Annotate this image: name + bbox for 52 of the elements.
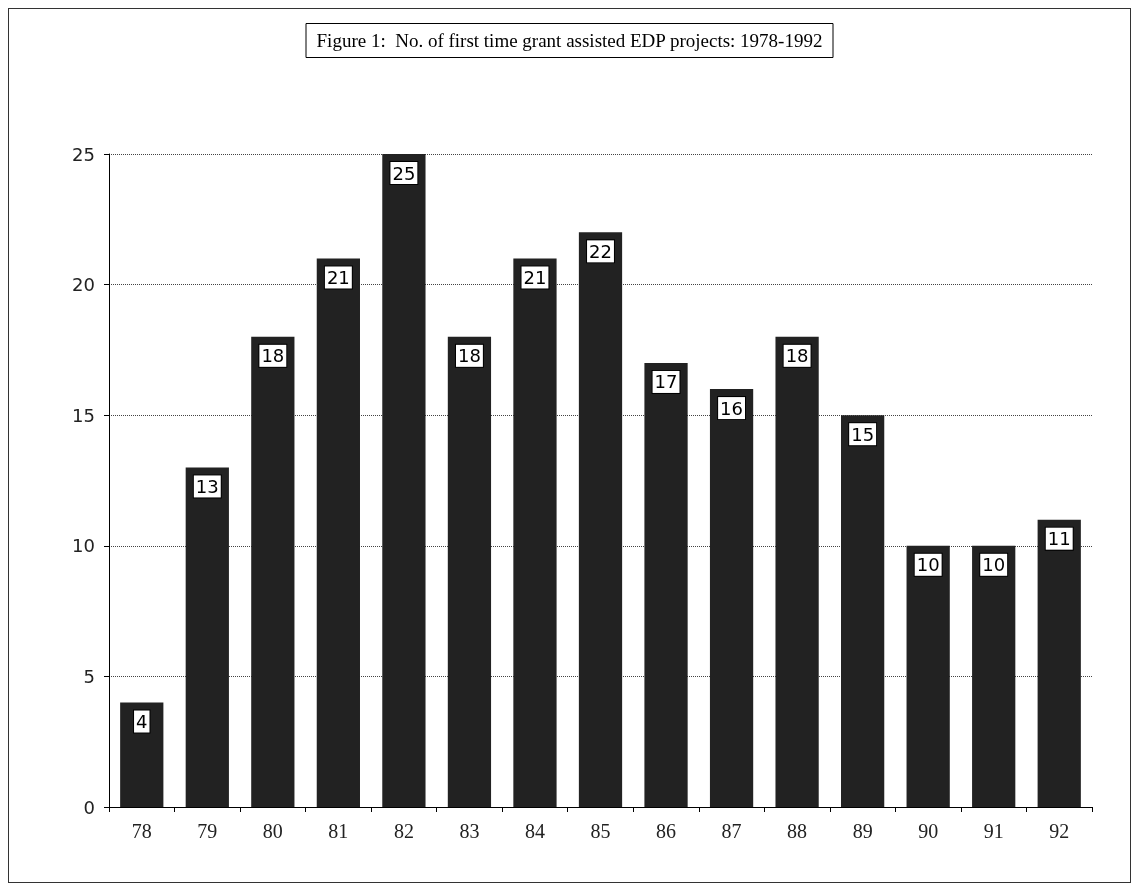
data-label: 21 bbox=[326, 266, 350, 288]
data-label: 17 bbox=[654, 371, 678, 393]
bar bbox=[906, 545, 950, 807]
y-tick-label: 15 bbox=[72, 404, 95, 426]
data-label: 21 bbox=[523, 266, 547, 288]
data-label: 18 bbox=[457, 345, 481, 367]
x-tick-label: 86 bbox=[656, 820, 677, 842]
data-label: 4 bbox=[136, 711, 148, 733]
data-label: 13 bbox=[195, 475, 219, 497]
x-tick-label: 82 bbox=[393, 820, 414, 842]
data-label: 25 bbox=[392, 162, 416, 184]
y-tick-label: 10 bbox=[72, 535, 95, 557]
y-tick-label: 25 bbox=[72, 143, 95, 165]
data-label: 15 bbox=[851, 423, 875, 445]
bar bbox=[775, 336, 819, 807]
bar bbox=[251, 336, 295, 807]
chart-title: Figure 1: No. of first time grant assisted EDP projects: 1978-1992 bbox=[316, 30, 823, 51]
data-label: 11 bbox=[1047, 528, 1071, 550]
y-tick-label: 0 bbox=[83, 796, 95, 818]
bar bbox=[513, 258, 557, 807]
bar bbox=[120, 702, 164, 807]
data-label: 22 bbox=[589, 240, 612, 262]
bar bbox=[972, 545, 1016, 807]
bar bbox=[185, 467, 229, 807]
bar bbox=[578, 232, 623, 807]
bar bbox=[447, 336, 492, 807]
x-tick-label: 91 bbox=[983, 820, 1004, 842]
bar bbox=[709, 389, 754, 807]
x-tick-label: 92 bbox=[1049, 820, 1070, 842]
x-tick-label: 84 bbox=[524, 820, 545, 842]
x-tick-label: 88 bbox=[787, 820, 808, 842]
y-tick-label: 5 bbox=[83, 665, 95, 687]
data-label: 10 bbox=[982, 554, 1006, 576]
x-tick-label: 89 bbox=[852, 820, 873, 842]
x-tick-label: 83 bbox=[459, 820, 480, 842]
data-label: 16 bbox=[720, 397, 744, 419]
y-tick-label: 20 bbox=[72, 274, 95, 296]
x-tick-label: 79 bbox=[197, 820, 218, 842]
bar bbox=[382, 154, 426, 807]
x-tick-label: 81 bbox=[328, 820, 349, 842]
x-tick-label: 85 bbox=[590, 820, 611, 842]
x-tick-label: 78 bbox=[131, 820, 152, 842]
bar bbox=[841, 415, 885, 807]
x-tick-label: 80 bbox=[262, 820, 283, 842]
x-tick-label: 90 bbox=[918, 820, 939, 842]
x-tick-label: 87 bbox=[721, 820, 742, 842]
bar bbox=[644, 362, 688, 807]
data-label: 18 bbox=[261, 345, 285, 367]
bar bbox=[316, 258, 360, 807]
data-label: 10 bbox=[916, 554, 940, 576]
data-label: 18 bbox=[785, 345, 809, 367]
bar bbox=[1037, 519, 1081, 807]
